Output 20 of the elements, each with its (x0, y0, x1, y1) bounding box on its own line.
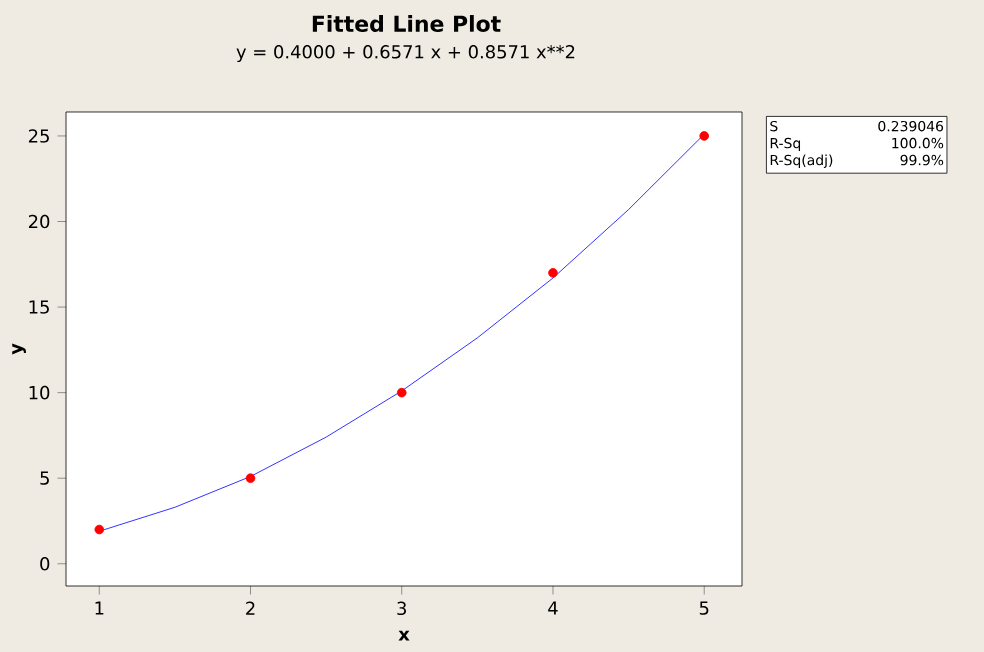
x-tick-label: 1 (95, 601, 104, 615)
y-tick-label: 20 (28, 214, 50, 229)
point (548, 268, 558, 278)
chart-title: Fitted Line Plot (312, 15, 501, 32)
chart-subtitle: y = 0.4000 + 0.6571 x + 0.8571 x**2 (236, 45, 575, 63)
x-tick-label: 3 (397, 601, 406, 616)
x-tick-label: 2 (246, 601, 255, 615)
point (699, 131, 709, 141)
x-axis-title: x (398, 630, 410, 641)
y-tick-label: 0 (40, 556, 50, 571)
y-tick-label: 25 (28, 129, 49, 143)
point (396, 387, 407, 398)
y-tick-label: 5 (40, 471, 49, 485)
point (94, 524, 105, 535)
y-tick-label: 10 (29, 385, 50, 400)
x-tick-label: 4 (548, 601, 558, 615)
x-tick-label: 5 (699, 601, 709, 615)
y-tick-label: 15 (29, 300, 49, 314)
y-axis-title: y (12, 343, 26, 355)
point (245, 473, 256, 483)
